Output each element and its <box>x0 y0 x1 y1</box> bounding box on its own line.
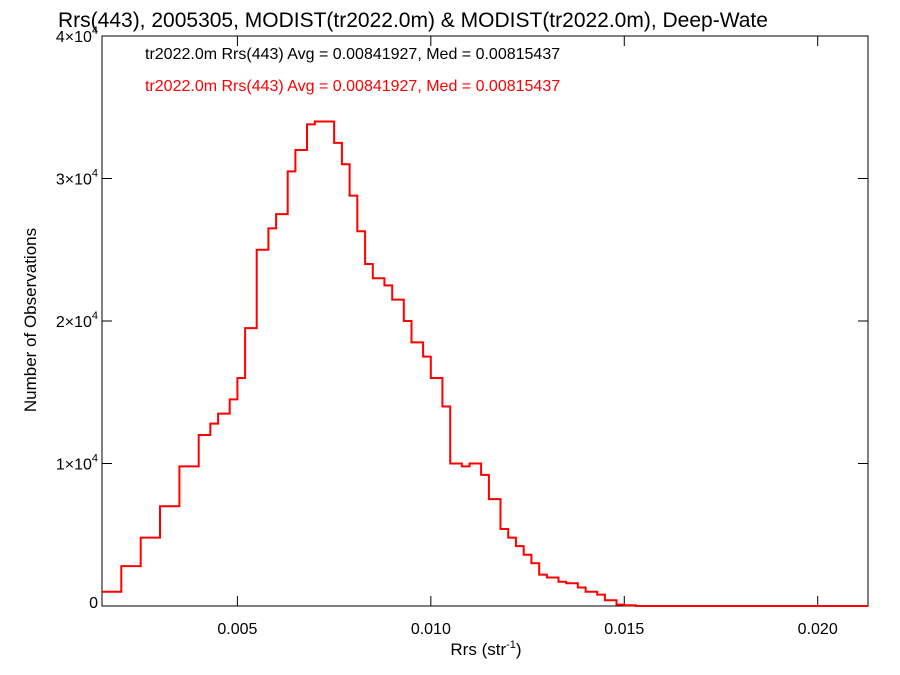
x-tick-label: 0.010 <box>411 621 451 638</box>
stats-annotation-black: tr2022.0m Rrs(443) Avg = 0.00841927, Med… <box>145 46 560 63</box>
stats-annotation-red: tr2022.0m Rrs(443) Avg = 0.00841927, Med… <box>145 78 560 95</box>
x-tick-label: 0.005 <box>217 621 257 638</box>
plot-frame <box>101 35 869 607</box>
y-axis-label: Number of Observations <box>21 228 40 412</box>
y-tick-label: 1×104 <box>56 453 98 474</box>
y-tick-label: 0 <box>89 595 98 612</box>
y-tick-label: 2×104 <box>56 310 98 331</box>
x-tick-label: 0.020 <box>798 621 838 638</box>
y-tick-label: 4×104 <box>56 25 98 46</box>
y-axis: 0 1×104 2×104 3×104 4×104 <box>56 25 868 612</box>
x-axis: 0.005 0.010 0.015 0.020 <box>217 36 838 638</box>
x-axis-label: Rrs (str-1) <box>450 639 521 659</box>
histogram-series <box>102 120 868 607</box>
chart-title: Rrs(443), 2005305, MODIST(tr2022.0m) & M… <box>58 9 768 32</box>
x-tick-label: 0.015 <box>604 621 644 638</box>
y-tick-label: 3×104 <box>56 168 98 189</box>
